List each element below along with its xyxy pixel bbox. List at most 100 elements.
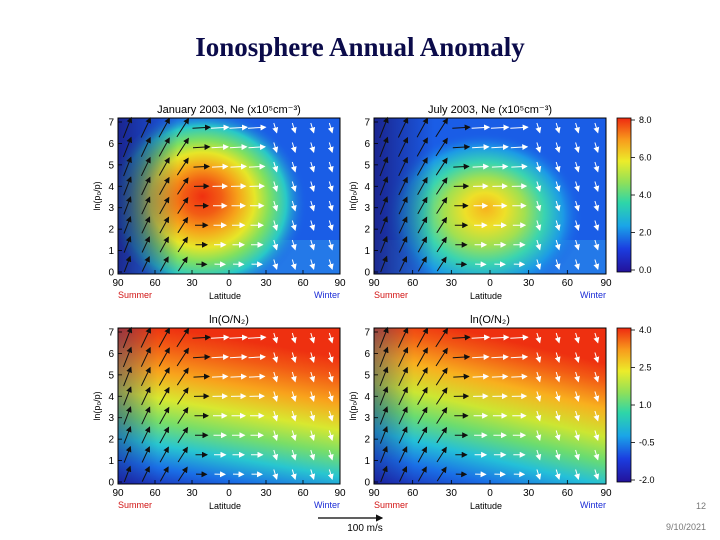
wind-arrow xyxy=(379,215,388,234)
wind-arrow xyxy=(417,176,428,195)
wind-arrow xyxy=(290,161,297,173)
wind-arrow xyxy=(593,122,600,134)
wind-arrow xyxy=(309,200,316,212)
wind-arrow xyxy=(379,366,389,387)
wind-arrow xyxy=(309,239,316,251)
y-axis-label: ln(p₀/p) xyxy=(92,181,102,210)
x-axis-label: Latitude xyxy=(470,291,502,301)
y-tick-label: 2 xyxy=(108,435,114,446)
wind-arrow xyxy=(472,144,490,151)
panel-title: ln(O/N₂) xyxy=(470,314,510,326)
wind-arrow xyxy=(554,142,561,153)
wind-arrow xyxy=(141,465,150,482)
wind-arrow xyxy=(272,469,279,480)
wind-arrow xyxy=(452,334,471,341)
wind-arrow xyxy=(141,176,151,196)
wind-arrow xyxy=(327,469,334,480)
wind-arrow xyxy=(510,334,529,341)
wind-arrow xyxy=(436,426,448,444)
wind-arrow xyxy=(309,410,316,422)
wind-arrow xyxy=(140,366,151,387)
winter-label: Winter xyxy=(580,500,606,510)
x-tick-label: 0 xyxy=(226,278,232,289)
wind-arrow xyxy=(398,216,408,234)
wind-arrow xyxy=(435,157,448,176)
x-tick-label: 60 xyxy=(297,278,309,289)
wind-arrow xyxy=(309,469,316,480)
wind-arrow xyxy=(290,391,297,402)
wind-arrow xyxy=(177,256,188,272)
wind-arrow xyxy=(290,200,297,212)
y-tick-label: 6 xyxy=(108,139,114,150)
wind-arrow xyxy=(574,142,580,153)
x-tick-label: 90 xyxy=(334,488,346,499)
wind-arrow xyxy=(379,136,389,158)
wind-arrow xyxy=(309,122,316,134)
wind-arrow xyxy=(574,332,580,344)
wind-arrow xyxy=(416,117,429,138)
winter-label: Winter xyxy=(580,290,606,300)
wind-arrow xyxy=(309,220,316,231)
wind-arrow xyxy=(593,430,600,441)
wind-arrow xyxy=(593,371,600,383)
wind-arrow xyxy=(327,220,334,231)
x-tick-label: 30 xyxy=(186,278,198,289)
x-tick-label: 30 xyxy=(446,278,458,289)
wind-scale: 100 m/s xyxy=(318,514,384,534)
y-tick-label: 5 xyxy=(108,160,114,171)
wind-arrow xyxy=(123,386,132,406)
wind-arrow xyxy=(141,386,151,406)
wind-arrow xyxy=(159,256,169,272)
wind-arrow xyxy=(417,426,428,444)
wind-arrow xyxy=(417,446,427,463)
wind-arrow xyxy=(535,220,542,231)
x-tick-label: 90 xyxy=(112,488,124,499)
wind-arrow xyxy=(159,216,170,234)
wind-arrow xyxy=(511,373,528,380)
x-tick-label: 90 xyxy=(368,488,380,499)
wind-vectors xyxy=(122,116,334,273)
wind-arrow xyxy=(229,334,248,341)
wind-arrow xyxy=(535,352,542,363)
wind-arrow xyxy=(574,220,580,231)
wind-arrow xyxy=(248,144,266,151)
wind-arrow xyxy=(177,177,189,195)
wind-arrow xyxy=(574,200,580,212)
y-tick-label: 2 xyxy=(364,225,370,236)
wind-arrow xyxy=(211,163,229,170)
wind-arrow xyxy=(159,386,170,405)
panel-jul-on2: ln(O/N₂) xyxy=(373,314,607,485)
wind-arrow xyxy=(554,122,561,134)
wind-arrow xyxy=(309,259,316,270)
y-tick-label: 1 xyxy=(108,456,114,467)
wind-arrow xyxy=(123,445,132,463)
wind-arrow xyxy=(490,334,510,341)
wind-arrow xyxy=(159,466,169,482)
wind-arrow xyxy=(491,163,509,170)
wind-arrow xyxy=(417,216,428,234)
wind-arrow xyxy=(380,255,388,273)
colorbar-tick-label: 6.0 xyxy=(639,153,652,163)
wind-arrow xyxy=(574,122,580,134)
x-tick-label: 60 xyxy=(407,278,419,289)
colorbar-tick-label: 1.0 xyxy=(639,400,652,410)
wind-arrow xyxy=(248,163,266,170)
wind-arrow xyxy=(471,124,491,131)
wind-arrow xyxy=(490,124,510,131)
wind-arrow xyxy=(123,366,132,387)
wind-arrow xyxy=(535,332,542,344)
wind-arrow xyxy=(211,354,229,361)
wind-arrow xyxy=(593,259,600,270)
wind-arrow xyxy=(272,332,279,344)
wind-arrow xyxy=(379,176,389,196)
wind-arrow xyxy=(230,373,247,380)
wind-arrow xyxy=(379,425,388,444)
wind-arrow xyxy=(574,410,580,422)
wind-arrow xyxy=(593,410,600,422)
x-tick-label: 0 xyxy=(226,488,232,499)
panel-jan-ne: January 2003, Ne (x10⁵cm⁻³) xyxy=(117,104,341,275)
wind-arrow xyxy=(176,117,190,138)
wind-arrow xyxy=(290,332,297,344)
wind-arrow xyxy=(416,137,428,157)
wind-arrow xyxy=(491,373,509,380)
